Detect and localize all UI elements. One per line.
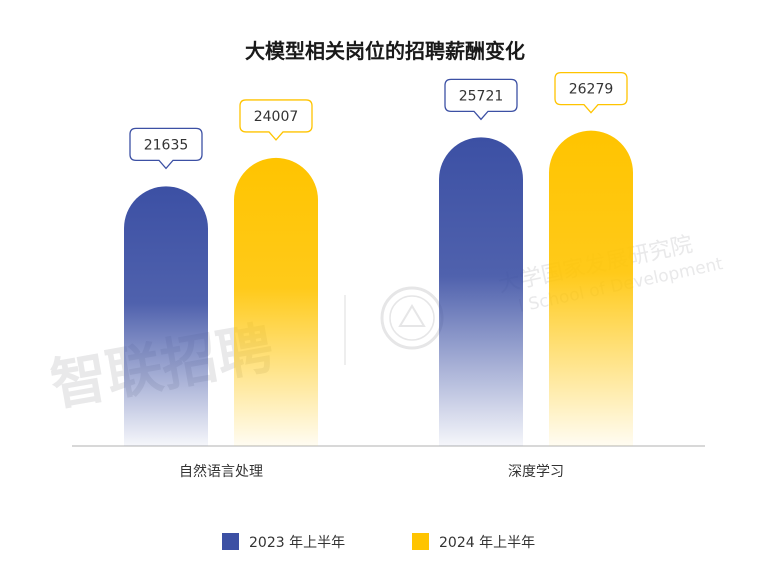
bar-1-1 <box>549 130 633 447</box>
bar-0-1 <box>234 157 318 446</box>
chart-title: 大模型相关岗位的招聘薪酬变化 <box>245 39 525 63</box>
watermark-seal-icon <box>380 286 444 350</box>
category-label-1: 深度学习 <box>508 464 564 480</box>
legend: 2023 年上半年 2024 年上半年 <box>222 533 535 551</box>
value-label-1-1: 26279 <box>569 82 614 98</box>
bars-group <box>124 130 633 447</box>
bar-1-0 <box>439 137 523 446</box>
category-label-0: 自然语言处理 <box>179 463 263 480</box>
value-callout-1-1 <box>554 72 628 114</box>
legend-label-0: 2023 年上半年 <box>249 535 345 551</box>
legend-swatch-0 <box>222 533 239 550</box>
value-callout-1-0 <box>444 78 518 121</box>
value-label-0-1: 24007 <box>254 109 299 125</box>
value-callout-0-0 <box>129 127 203 170</box>
bar-0-0 <box>124 186 208 446</box>
legend-label-1: 2024 年上半年 <box>439 535 535 551</box>
category-labels-group: 自然语言处理 深度学习 <box>179 463 564 480</box>
value-callouts-group: 21635 24007 25721 26279 <box>129 72 628 170</box>
value-label-1-0: 25721 <box>459 88 504 104</box>
legend-swatch-1 <box>412 533 429 550</box>
value-label-0-0: 21635 <box>144 137 189 153</box>
value-callout-0-1 <box>239 99 313 141</box>
